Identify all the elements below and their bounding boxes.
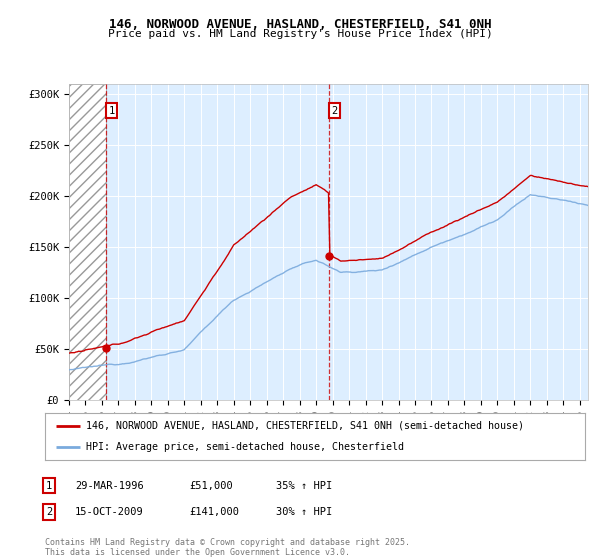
Bar	[69, 84, 106, 400]
Text: 29-MAR-1996: 29-MAR-1996	[75, 480, 144, 491]
Text: £141,000: £141,000	[189, 507, 239, 517]
Text: 35% ↑ HPI: 35% ↑ HPI	[276, 480, 332, 491]
Text: 2: 2	[332, 106, 338, 116]
Text: £51,000: £51,000	[189, 480, 233, 491]
Text: Contains HM Land Registry data © Crown copyright and database right 2025.
This d: Contains HM Land Registry data © Crown c…	[45, 538, 410, 557]
Text: 1: 1	[46, 480, 52, 491]
Text: 30% ↑ HPI: 30% ↑ HPI	[276, 507, 332, 517]
Text: 15-OCT-2009: 15-OCT-2009	[75, 507, 144, 517]
Text: 2: 2	[46, 507, 52, 517]
Text: Price paid vs. HM Land Registry's House Price Index (HPI): Price paid vs. HM Land Registry's House …	[107, 29, 493, 39]
Text: HPI: Average price, semi-detached house, Chesterfield: HPI: Average price, semi-detached house,…	[86, 442, 404, 452]
Text: 146, NORWOOD AVENUE, HASLAND, CHESTERFIELD, S41 0NH (semi-detached house): 146, NORWOOD AVENUE, HASLAND, CHESTERFIE…	[86, 421, 523, 431]
Text: 146, NORWOOD AVENUE, HASLAND, CHESTERFIELD, S41 0NH: 146, NORWOOD AVENUE, HASLAND, CHESTERFIE…	[109, 18, 491, 31]
Text: 1: 1	[109, 106, 115, 116]
Bar	[69, 84, 106, 400]
